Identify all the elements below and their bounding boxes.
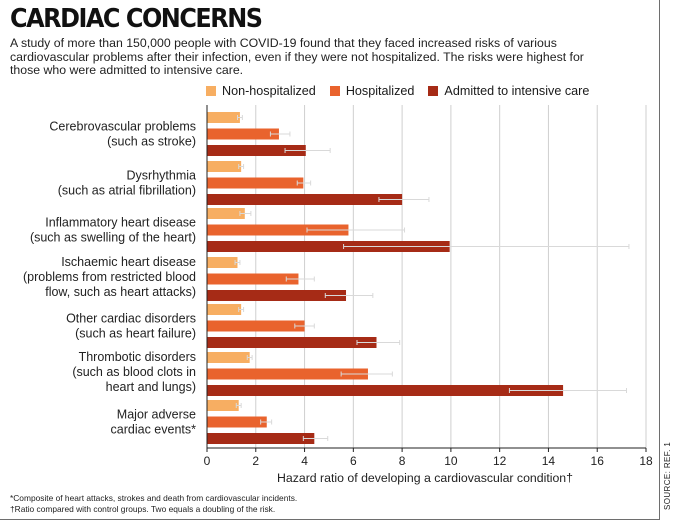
x-tick-label-4: 4 [301,454,308,468]
x-tick-label-8: 8 [399,454,406,468]
category-label-major-adverse-line-2: cardiac events* [111,423,197,437]
x-tick-label-16: 16 [591,454,605,468]
bar-major-adverse-hospitalized [207,416,267,428]
chart-subtitle: A study of more than 150,000 people with… [10,36,584,78]
bar-other-cardiac-disorders-non-hospitalized [207,304,242,315]
bar-other-cardiac-disorders-admitted-to-intensive-care [207,337,377,348]
category-label-cerebrovascular-problems-line-2: (such as stroke) [107,135,196,149]
category-label-thrombotic-disorders-line-3: heart and lungs) [106,380,196,394]
bar-dysrhythmia-hospitalized [207,177,304,189]
x-tick-label-14: 14 [542,454,556,468]
bar-inflammatory-heart-disease-hospitalized [207,224,349,236]
bar-inflammatory-heart-disease-admitted-to-intensive-care [207,241,450,252]
footnotes: *Composite of heart attacks, strokes and… [10,493,297,515]
legend-swatch-non-hospitalized [206,86,216,96]
footnote-composite: *Composite of heart attacks, strokes and… [10,493,298,503]
legend-label-hospitalized: Hospitalized [345,84,415,98]
bar-major-adverse-admitted-to-intensive-care [207,433,315,444]
bar-thrombotic-disorders-hospitalized [207,368,368,380]
bar-ischaemic-heart-disease-admitted-to-intensive-care [207,290,347,301]
bar-inflammatory-heart-disease-non-hospitalized [207,208,245,219]
footnote-ratio: †Ratio compared with control groups. Two… [10,504,276,514]
legend-label-non-hospitalized: Non-hospitalized [222,84,316,98]
legend: Non-hospitalized Hospitalized Admitted t… [206,84,589,98]
category-label-thrombotic-disorders-line-1: Thrombotic disorders [79,350,196,364]
legend-swatch-icu [428,86,439,96]
bar-cerebrovascular-problems-hospitalized [207,128,279,140]
category-label-inflammatory-heart-disease-line-1: Inflammatory heart disease [45,216,196,230]
bar-dysrhythmia-admitted-to-intensive-care [207,194,403,205]
x-tick-label-18: 18 [639,454,653,468]
x-tick-label-10: 10 [444,454,458,468]
chart-title: CARDIAC CONCERNS [10,4,263,34]
category-label-cerebrovascular-problems-line-1: Cerebrovascular problems [49,120,196,134]
category-label-thrombotic-disorders-line-2: (such as blood clots in [72,365,196,379]
bar-thrombotic-disorders-admitted-to-intensive-care [207,385,564,396]
category-label-dysrhythmia-line-2: (such as atrial fibrillation) [58,184,196,198]
legend-item-non-hospitalized: Non-hospitalized [206,84,316,98]
bar-cerebrovascular-problems-non-hospitalized [207,112,240,123]
legend-item-hospitalized: Hospitalized [329,84,415,98]
x-tick-label-0: 0 [204,454,211,468]
bar-cerebrovascular-problems-admitted-to-intensive-care [207,145,306,156]
bar-thrombotic-disorders-non-hospitalized [207,352,250,363]
bar-major-adverse-non-hospitalized [207,400,239,411]
category-label-ischaemic-heart-disease-line-1: Ischaemic heart disease [61,255,196,269]
category-label-dysrhythmia-line-1: Dysrhythmia [127,169,197,183]
figure-frame [0,0,660,520]
x-tick-label-2: 2 [252,454,259,468]
legend-label-icu: Admitted to intensive care [444,84,590,98]
legend-item-icu: Admitted to intensive care [428,84,589,98]
category-label-other-cardiac-disorders-line-1: Other cardiac disorders [66,312,196,326]
category-label-other-cardiac-disorders-line-2: (such as heart failure) [75,327,196,341]
x-tick-label-6: 6 [350,454,357,468]
category-label-inflammatory-heart-disease-line-2: (such as swelling of the heart) [30,231,196,245]
bar-dysrhythmia-non-hospitalized [207,161,242,172]
x-tick-label-12: 12 [493,454,507,468]
x-axis-title: Hazard ratio of developing a cardiovascu… [277,471,573,485]
bar-ischaemic-heart-disease-hospitalized [207,273,299,285]
bar-ischaemic-heart-disease-non-hospitalized [207,257,238,268]
legend-swatch-hospitalized [329,86,340,96]
bar-other-cardiac-disorders-hospitalized [207,320,305,332]
source-credit: SOURCE: REF. 1 [663,441,672,510]
category-label-major-adverse-line-1: Major adverse [117,408,196,422]
category-label-ischaemic-heart-disease-line-3: flow, such as heart attacks) [45,285,196,299]
category-label-ischaemic-heart-disease-line-2: (problems from restricted blood [23,270,196,284]
